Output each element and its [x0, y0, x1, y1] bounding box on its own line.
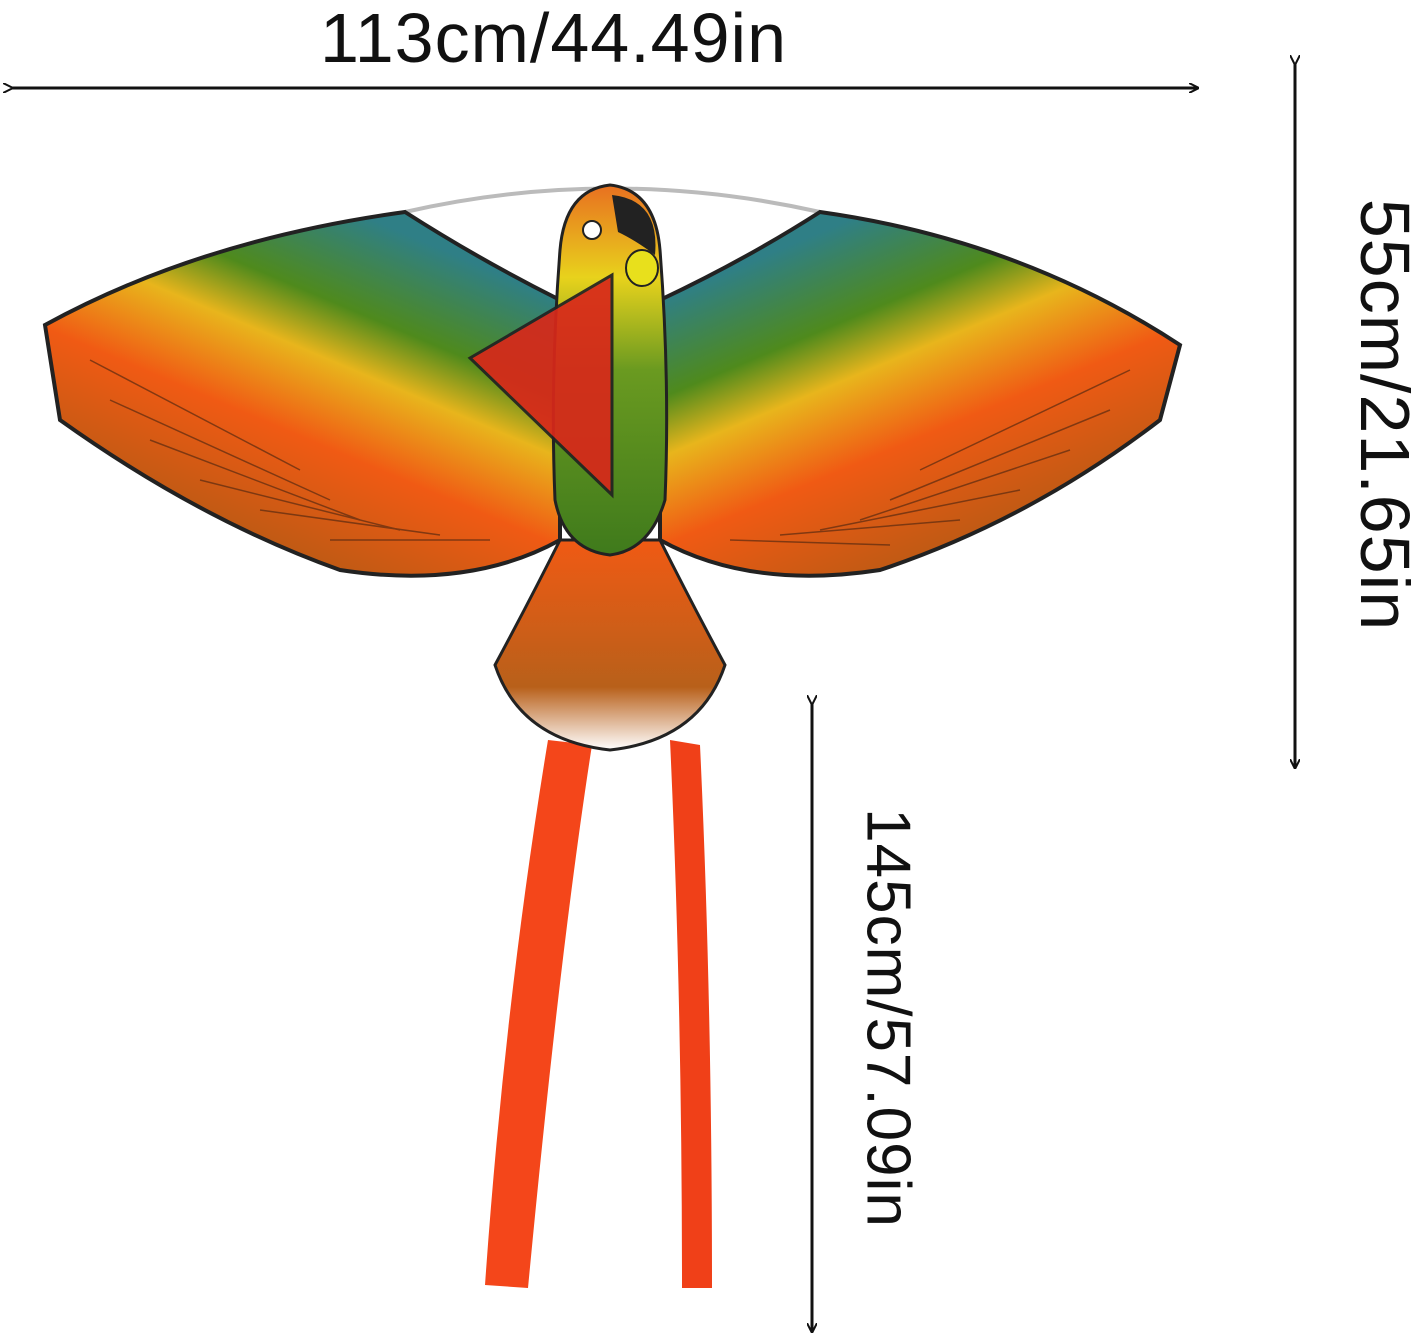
feather-lines	[89, 359, 1131, 546]
right-wing	[658, 209, 1183, 578]
tail-ribbon-left	[485, 740, 592, 1288]
tail-length-label: 145cm/57.09in	[853, 808, 923, 1228]
red-sail	[467, 272, 614, 499]
parrot-eye	[582, 220, 602, 240]
parrot-beak	[612, 195, 656, 255]
height-label: 55cm/21.65in	[1346, 198, 1411, 632]
tail-ribbon-right	[670, 740, 712, 1288]
tail-fan	[493, 538, 727, 752]
left-wing	[42, 209, 562, 578]
width-label: 113cm/44.49in	[320, 0, 788, 77]
